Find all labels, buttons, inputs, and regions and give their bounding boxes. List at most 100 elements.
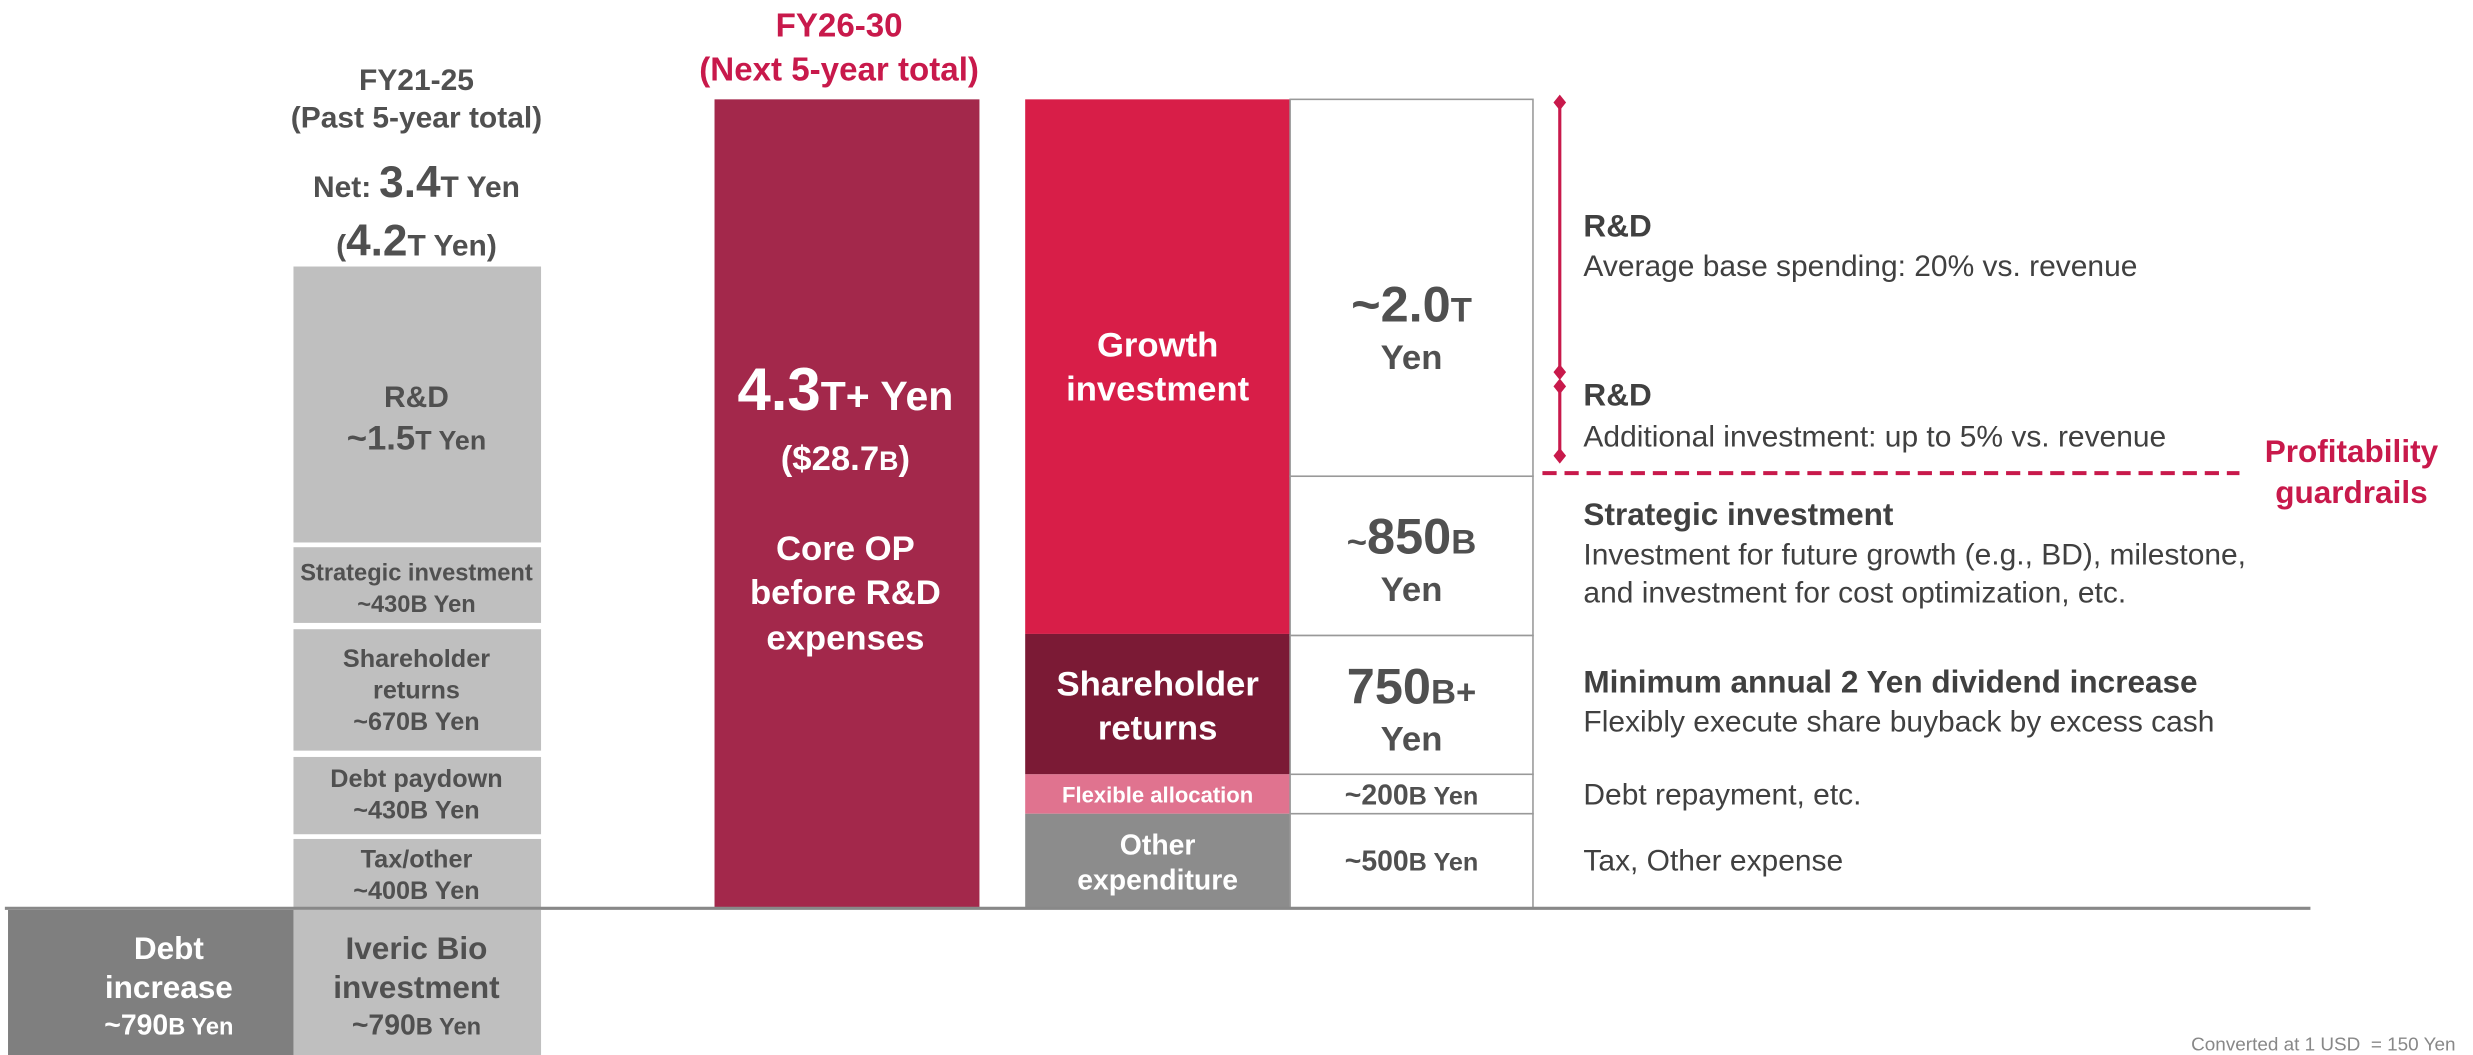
note: Flexibly execute share buyback by excess… — [1583, 706, 2214, 739]
amount: ~200B Yen — [1345, 779, 1479, 811]
t: Net: — [313, 171, 371, 204]
t: ~790 — [352, 1009, 416, 1041]
box — [1289, 634, 1534, 776]
t: ) — [898, 440, 910, 478]
label: Flexible allocation — [1062, 783, 1253, 808]
label: investment — [333, 969, 500, 1005]
t: ~790 — [104, 1009, 168, 1041]
t: B Yen — [416, 1014, 481, 1040]
t: B Yen — [1409, 848, 1479, 876]
label: Growth — [1097, 326, 1218, 364]
block — [293, 547, 542, 623]
t: ~500 — [1345, 845, 1409, 877]
label: Strategic investment — [300, 560, 533, 586]
label: Core OP — [776, 530, 915, 568]
amount: ~430B Yen — [357, 592, 476, 618]
label: R&D — [384, 381, 449, 414]
t: B — [1451, 524, 1476, 562]
block — [1025, 774, 1291, 814]
block — [1025, 633, 1291, 775]
label: Debt paydown — [330, 765, 502, 793]
block — [293, 909, 542, 1055]
footnote: Converted at 1 USD = 150 Yen — [2191, 1034, 2455, 1055]
label: Shareholder — [343, 645, 490, 673]
label: expenditure — [1077, 864, 1238, 896]
t: 750 — [1347, 657, 1431, 714]
box — [1289, 812, 1534, 910]
guardrail: guardrails — [2275, 474, 2427, 510]
range-arrows — [1542, 94, 2240, 476]
block — [1025, 99, 1291, 634]
amount: ~2.0T — [1351, 276, 1472, 333]
block — [1025, 813, 1291, 909]
t: ( — [336, 229, 346, 262]
label: increase — [105, 969, 233, 1005]
label: Iveric Bio — [346, 930, 488, 966]
label: investment — [1066, 371, 1250, 409]
t: T Yen — [441, 171, 520, 204]
total: 4.3T+ Yen — [737, 356, 953, 423]
t: 3.4 — [379, 158, 441, 207]
t: T — [1451, 292, 1472, 330]
block — [293, 756, 542, 835]
box — [1289, 773, 1534, 815]
net: Net: 3.4T Yen — [313, 158, 520, 207]
t: ~ — [1347, 524, 1367, 562]
block — [293, 629, 542, 751]
amount: ~790B Yen — [352, 1009, 481, 1041]
note-title: Minimum annual 2 Yen dividend increase — [1583, 663, 2197, 699]
period: FY26-30 — [776, 7, 903, 44]
guardrail: Profitability — [2265, 433, 2439, 469]
amount-unit: Yen — [1381, 571, 1443, 609]
amount: ~400B Yen — [353, 877, 479, 905]
amount: ~500B Yen — [1345, 845, 1479, 877]
next-column: FY26-30 (Next 5-year total) 4.3T+ Yen ($… — [699, 7, 980, 909]
note: Debt repayment, etc. — [1583, 778, 1861, 811]
allocation: Growth investment Shareholder returns Fl… — [1025, 98, 1534, 910]
note: Investment for future growth (e.g., BD),… — [1583, 539, 2246, 572]
t: B Yen — [168, 1014, 233, 1040]
label: Tax/other — [361, 845, 473, 873]
t: T Yen — [415, 425, 486, 455]
block — [293, 838, 542, 909]
label: Debt — [134, 930, 205, 966]
subtitle: (Past 5-year total) — [291, 102, 542, 135]
block — [8, 909, 294, 1055]
period: FY21-25 — [359, 64, 474, 97]
amount: 750B+ — [1347, 657, 1477, 714]
note: Additional investment: up to 5% vs. reve… — [1583, 420, 2166, 453]
past-column: FY21-25 (Past 5-year total) Net: 3.4T Yen… — [8, 64, 542, 1055]
note-title: R&D — [1583, 208, 1651, 244]
t: T Yen) — [407, 229, 496, 262]
notes: R&D Average base spending: 20% vs. reven… — [1583, 208, 2246, 878]
subtitle: (Next 5-year total) — [699, 51, 979, 88]
amount: ~430B Yen — [353, 796, 479, 824]
amount: ~790B Yen — [104, 1009, 233, 1041]
label: before R&D — [750, 574, 941, 612]
t: T+ Yen — [821, 373, 954, 419]
note: Average base spending: 20% vs. revenue — [1583, 250, 2137, 283]
amount: ~850B — [1347, 508, 1477, 565]
amount: ~670B Yen — [353, 708, 479, 736]
label: Other — [1120, 830, 1196, 862]
gross: (4.2T Yen) — [336, 216, 497, 265]
t: ($28.7 — [781, 440, 879, 478]
t: ~1.5 — [347, 419, 415, 457]
label: returns — [373, 677, 460, 705]
note-title: Strategic investment — [1583, 496, 1894, 532]
block — [293, 266, 542, 543]
label: expenses — [766, 620, 924, 658]
box — [1289, 475, 1534, 637]
box — [1289, 98, 1534, 478]
amount: ~1.5T Yen — [347, 419, 486, 457]
t: B+ — [1431, 673, 1476, 711]
t: 4.3 — [737, 356, 820, 423]
note: and investment for cost optimization, et… — [1583, 576, 2126, 609]
label: returns — [1098, 710, 1218, 748]
amount-unit: Yen — [1381, 721, 1443, 759]
note: Tax, Other expense — [1583, 844, 1843, 877]
block — [714, 99, 980, 909]
usd: ($28.7B) — [781, 440, 910, 478]
label: Shareholder — [1056, 665, 1258, 703]
